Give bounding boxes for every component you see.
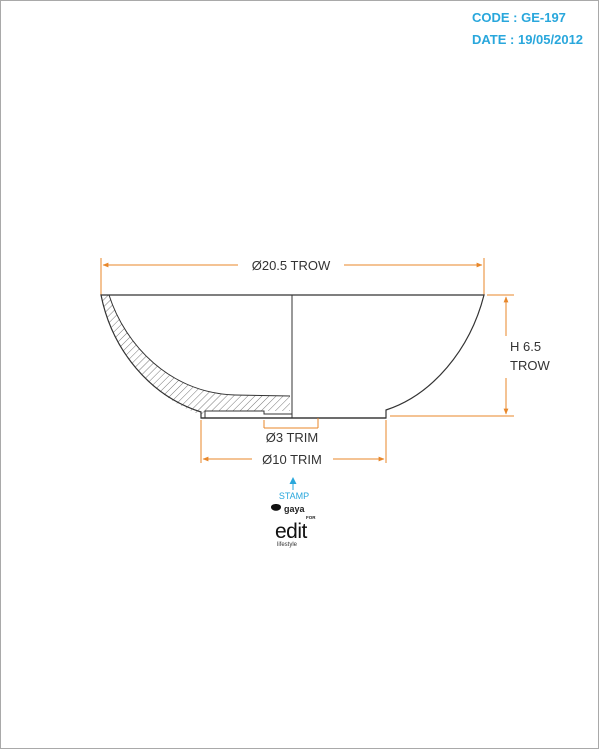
height-label-line1: H 6.5 <box>510 339 541 354</box>
logo-brand-top: gaya <box>284 504 306 514</box>
logo-brand-sub: lifestyle <box>277 542 298 548</box>
stamp-arrow-head <box>289 477 297 484</box>
base-trim-label: Ø10 TRIM <box>262 452 322 467</box>
inner-trim-dimension: Ø3 TRIM <box>263 418 319 445</box>
product-code: CODE : GE-197 <box>472 10 566 25</box>
wall-section-hatch <box>101 295 290 415</box>
height-dimension: H 6.5 TROW <box>390 294 550 417</box>
drawing-date: DATE : 19/05/2012 <box>472 32 584 47</box>
height-label-line2: TROW <box>510 358 550 373</box>
bowl-profile <box>100 294 485 419</box>
top-diameter-label: Ø20.5 TROW <box>252 258 331 273</box>
logo-brand-for: FOR <box>306 515 316 520</box>
top-diameter-dimension: Ø20.5 TROW <box>100 258 485 296</box>
logo-lips-mark <box>271 504 281 511</box>
stamp-callout: STAMP <box>279 477 309 501</box>
base-trim-dimension: Ø10 TRIM <box>200 420 387 467</box>
brand-logo: gaya FOR edit lifestyle <box>271 504 316 548</box>
foot-ring <box>204 410 292 418</box>
inner-trim-label: Ø3 TRIM <box>266 430 319 445</box>
logo-brand-main: edit <box>275 520 308 543</box>
stamp-label: STAMP <box>279 491 309 501</box>
bowl-inner-curve <box>108 294 291 397</box>
